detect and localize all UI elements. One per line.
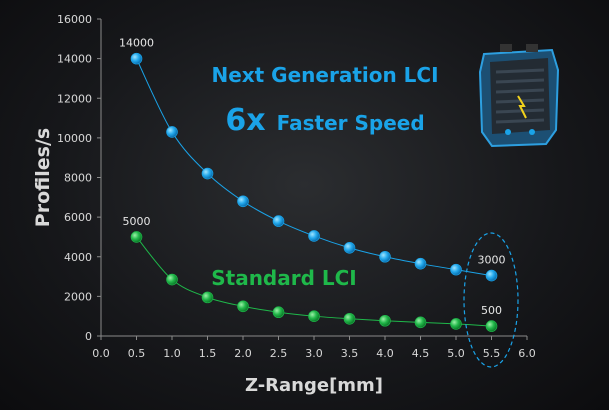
data-labels: 14000 3000 5000 500	[119, 37, 506, 317]
data-point-s1-0	[130, 231, 143, 243]
data-point-s0-0	[130, 52, 143, 65]
data-point-s1-5	[308, 310, 320, 322]
x-tick-label: 0.5	[128, 347, 146, 360]
y-tick-label: 10000	[57, 132, 92, 145]
y-tick-label: 14000	[57, 53, 92, 66]
x-tick-label: 5.0	[447, 347, 465, 360]
data-point-s1-2	[201, 291, 214, 304]
data-point-s1-4	[272, 306, 285, 319]
series-line-0	[136, 58, 492, 277]
y-axis-title: Profiles/s	[32, 128, 54, 227]
y-tick-label: 8000	[64, 172, 92, 185]
highlight-ellipse	[463, 232, 519, 368]
x-tick-label: 1.5	[199, 347, 217, 360]
y-tick-label: 0	[85, 330, 92, 343]
speed-annotation: 6x Faster Speed	[225, 103, 424, 138]
data-point-s1-10	[485, 320, 498, 332]
speed-factor: 6x	[225, 103, 265, 138]
standard-annotation: Standard LCI	[211, 266, 357, 290]
sensor-device-image	[478, 44, 560, 148]
data-label: 14000	[119, 37, 154, 50]
data-point-s0-8	[414, 257, 427, 270]
x-tick-label: 2.0	[234, 347, 252, 360]
data-point-s0-4	[272, 215, 285, 227]
x-tick-label: 4.0	[376, 347, 394, 360]
series-points	[130, 52, 498, 332]
data-point-s1-3	[237, 300, 249, 313]
data-point-s0-9	[450, 263, 462, 276]
data-label: 3000	[478, 254, 506, 267]
data-point-s1-1	[166, 273, 178, 286]
data-point-s0-2	[201, 167, 214, 180]
data-point-s0-6	[343, 242, 356, 254]
axes: 0 2000 4000 6000 8000 10000 12000 14000 16000 0.0…	[32, 13, 536, 396]
x-tick-label: 2.5	[270, 347, 288, 360]
x-tick-label: 1.0	[163, 347, 181, 360]
data-point-s1-9	[450, 318, 462, 330]
x-axis-title: Z-Range[mm]	[245, 375, 383, 396]
y-tick-label: 16000	[57, 13, 92, 26]
x-tick-label: 3.5	[341, 347, 359, 360]
y-tick-label: 2000	[64, 290, 92, 303]
y-tick-label: 12000	[57, 92, 92, 105]
data-point-s1-6	[343, 312, 356, 325]
data-point-s0-7	[379, 250, 391, 263]
x-tick-label: 0.0	[92, 347, 110, 360]
headline-annotation: Next Generation LCI	[211, 63, 438, 87]
data-point-s0-10	[485, 269, 498, 282]
x-tick-label: 3.0	[305, 347, 323, 360]
data-point-s0-1	[166, 126, 178, 138]
data-label: 500	[481, 304, 502, 317]
x-tick-label: 5.5	[483, 347, 501, 360]
data-point-s1-7	[379, 314, 391, 327]
data-point-s0-3	[237, 195, 249, 208]
data-label: 5000	[123, 215, 151, 228]
x-tick-label: 6.0	[518, 347, 536, 360]
y-tick-label: 6000	[64, 211, 92, 224]
data-point-s1-8	[414, 316, 427, 329]
x-tick-label: 4.5	[412, 347, 430, 360]
speed-text: Faster Speed	[277, 111, 425, 135]
data-point-s0-5	[308, 230, 320, 242]
y-tick-label: 4000	[64, 251, 92, 264]
